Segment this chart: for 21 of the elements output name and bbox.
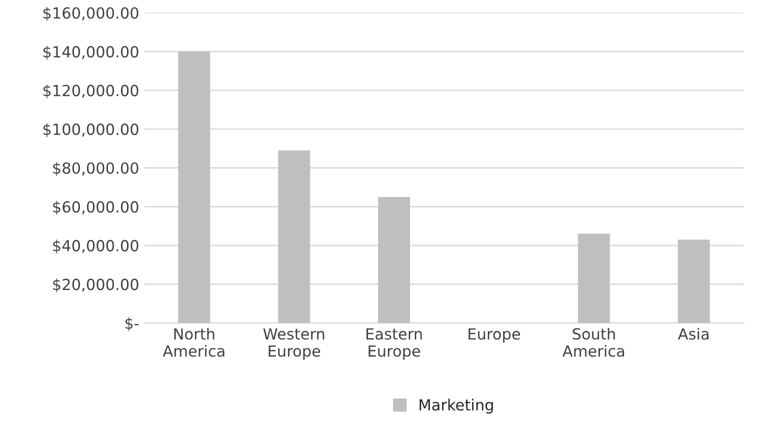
y-tick-label: $20,000.00 xyxy=(53,278,138,292)
y-tick-label: $100,000.00 xyxy=(43,123,138,138)
y-tick-label: $80,000.00 xyxy=(53,162,138,176)
x-tick-label: Eastern Europe xyxy=(366,328,422,360)
x-tick-label: Europe xyxy=(468,328,520,343)
bar xyxy=(178,52,210,323)
y-tick-label: $40,000.00 xyxy=(53,240,138,254)
x-tick-label: South America xyxy=(562,328,624,357)
y-tick-label: $140,000.00 xyxy=(43,46,138,60)
bar xyxy=(278,150,310,323)
bar xyxy=(678,240,710,323)
y-tick-label: $120,000.00 xyxy=(43,84,138,98)
bar xyxy=(578,234,610,323)
x-tick-label: North America xyxy=(162,328,224,357)
y-tick-label: $60,000.00 xyxy=(53,200,138,215)
legend-label: Marketing xyxy=(420,398,493,414)
x-tick-label: Western Europe xyxy=(263,328,324,360)
x-tick-label: Asia xyxy=(678,328,708,340)
y-tick-label: $- xyxy=(125,317,139,332)
bar xyxy=(378,196,410,323)
y-tick-label: $160,000.00 xyxy=(43,6,138,21)
